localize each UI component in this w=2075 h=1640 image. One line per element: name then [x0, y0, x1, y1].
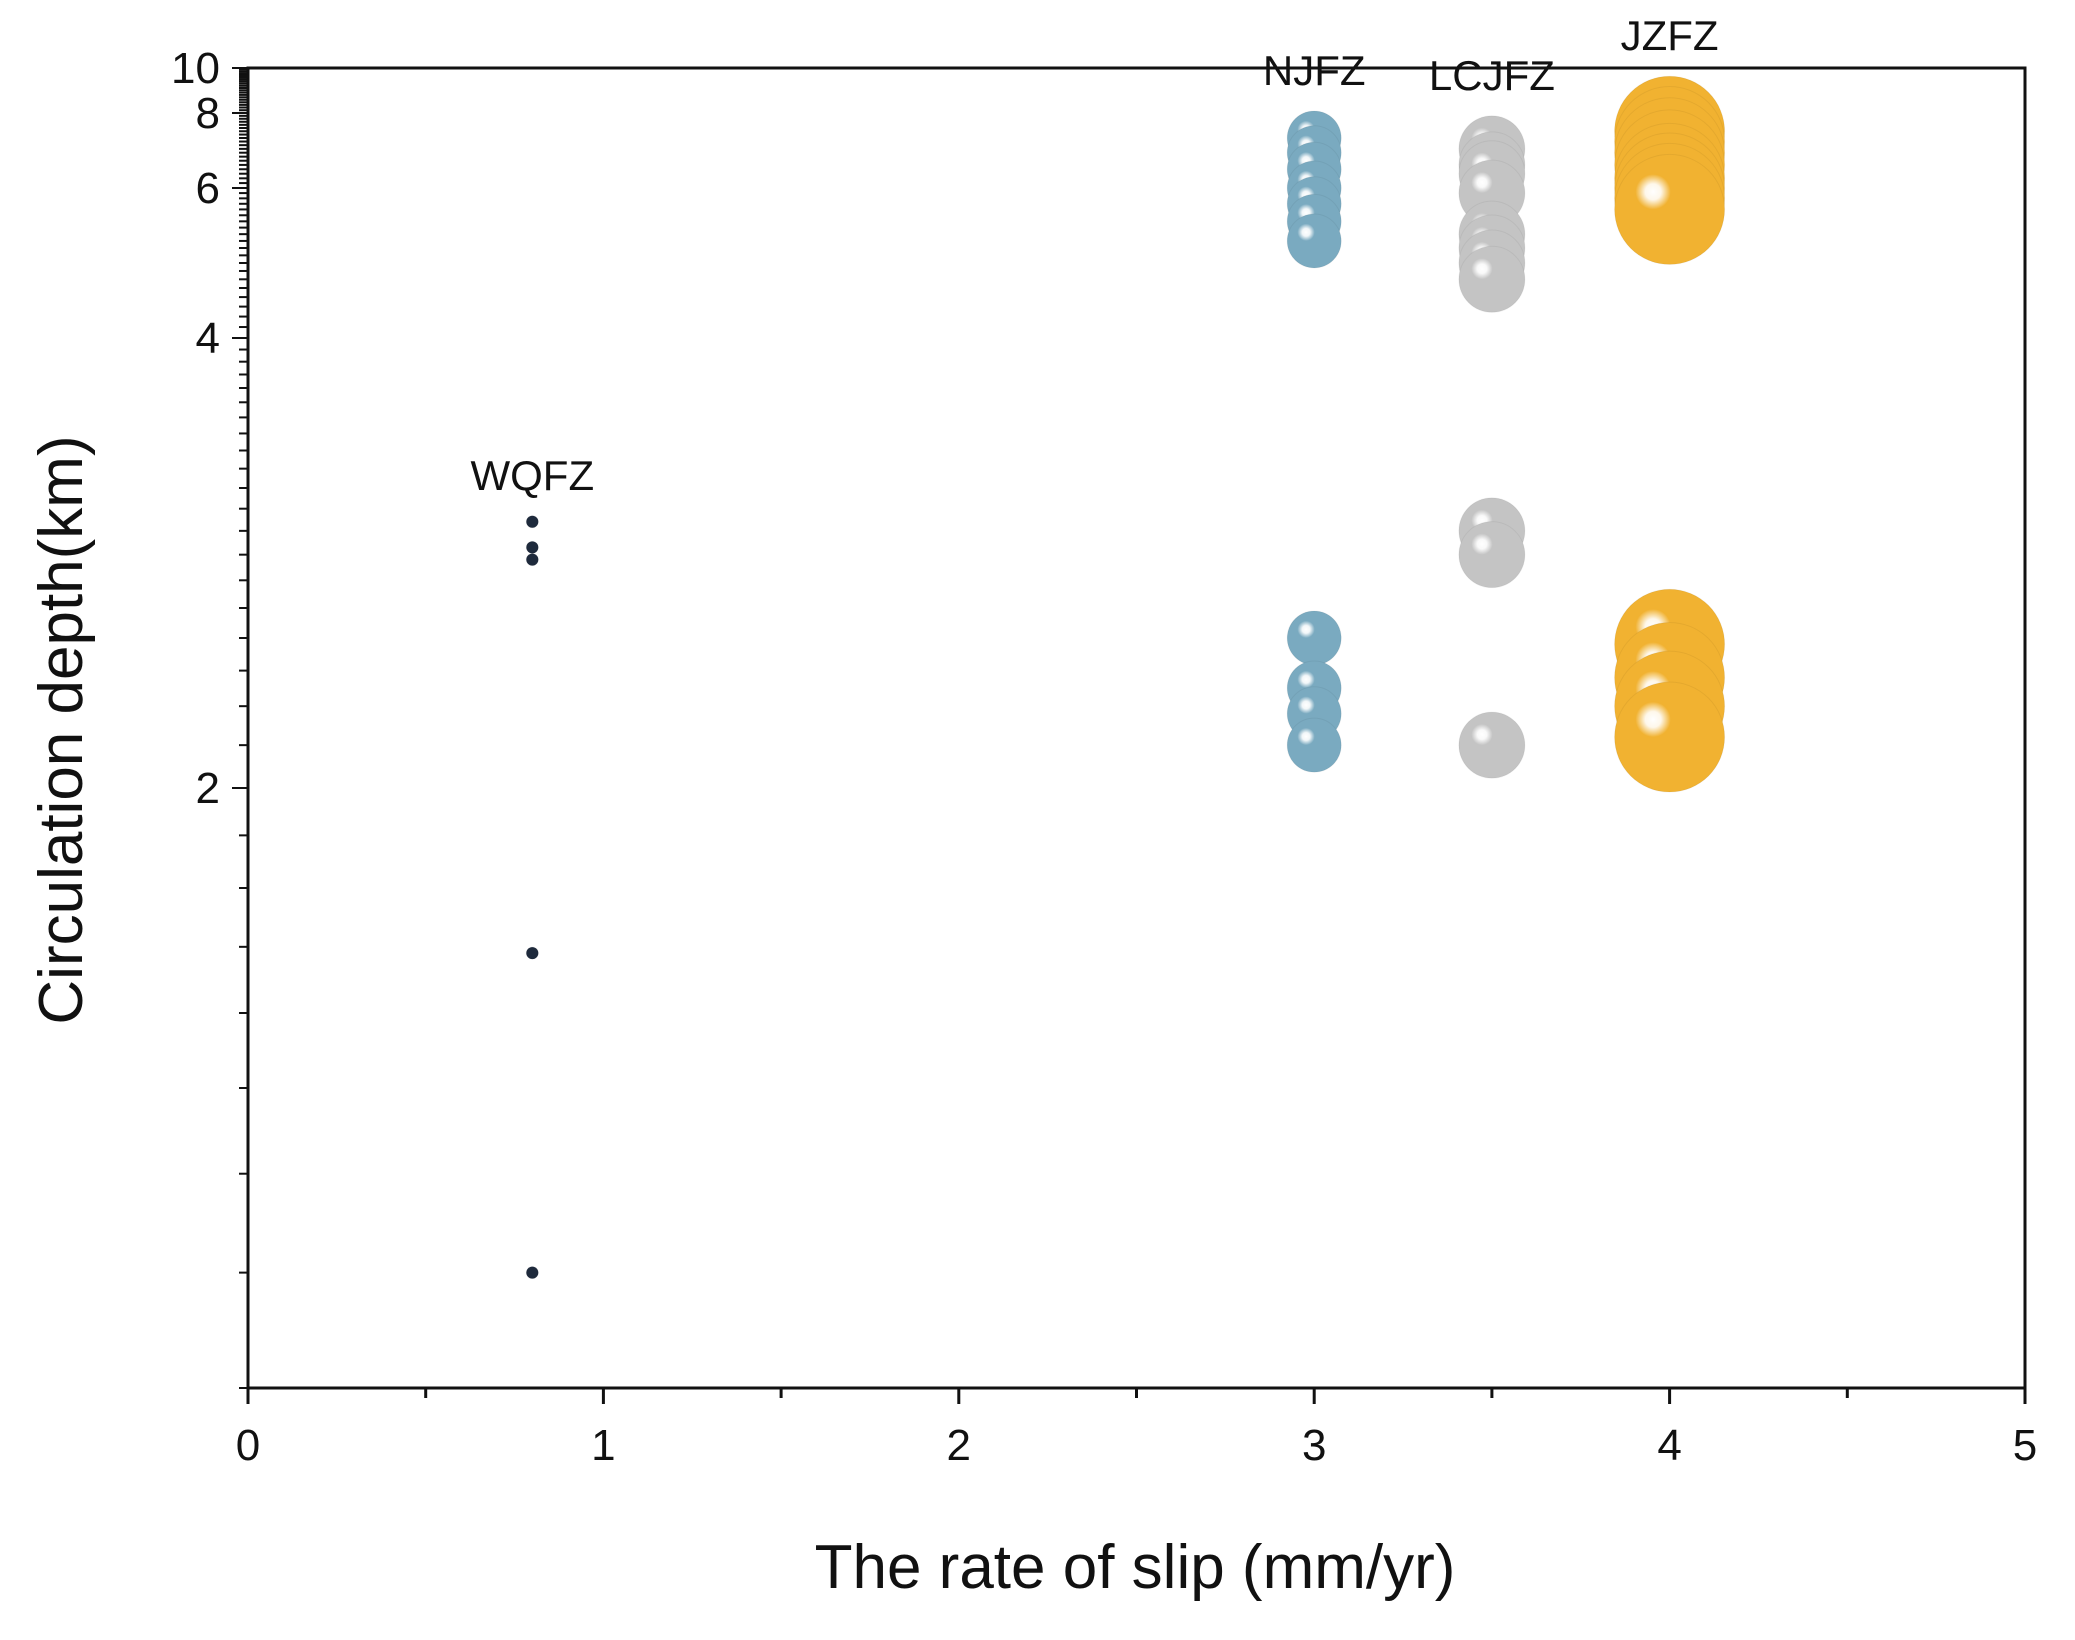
- data-point: [1286, 610, 1342, 666]
- data-point: [1458, 245, 1526, 313]
- series-labels: WQFZ NJFZ LCJFZ JZFZ: [471, 12, 1719, 499]
- x-tick-label: 3: [1302, 1421, 1326, 1470]
- data-point: [1614, 681, 1726, 793]
- series-jzfz: [1614, 75, 1726, 793]
- series-label-jzfz: JZFZ: [1621, 12, 1719, 59]
- data-point-highlight: [1471, 724, 1493, 746]
- data-point: [1286, 213, 1342, 269]
- y-axis-title: Circulation depth(km): [27, 435, 96, 1024]
- x-tick-label: 2: [947, 1421, 971, 1470]
- y-tick-label: 2: [196, 764, 220, 813]
- series-label-njfz: NJFZ: [1263, 47, 1366, 94]
- data-point-highlight: [1635, 174, 1671, 210]
- data-point: [525, 540, 539, 554]
- data-point-highlight: [1297, 727, 1315, 746]
- x-axis-title: The rate of slip (mm/yr): [815, 1533, 1456, 1602]
- data-point: [1458, 711, 1526, 779]
- y-tick-label: 6: [196, 164, 220, 213]
- data-point: [525, 515, 539, 529]
- axes: 0 1 2 3 4 5 2 4 6 810: [171, 44, 2037, 1470]
- data-point: [525, 946, 539, 960]
- data-point-highlight: [1297, 223, 1315, 241]
- data-markers: [525, 75, 1726, 1280]
- data-point: [1286, 717, 1342, 773]
- y-tick-label: 4: [196, 314, 220, 363]
- data-point-highlight: [1471, 533, 1493, 555]
- series-njfz: [1286, 110, 1342, 773]
- y-tick-label: 8: [196, 89, 220, 138]
- data-point-highlight: [1635, 701, 1671, 738]
- x-tick-label: 1: [591, 1421, 615, 1470]
- data-point-highlight: [1297, 696, 1315, 714]
- x-tick-label: 5: [2013, 1421, 2037, 1470]
- data-point-highlight: [1471, 258, 1493, 280]
- data-point-highlight: [1297, 670, 1315, 688]
- x-tick-label: 4: [1657, 1421, 1681, 1470]
- series-label-lcjfz: LCJFZ: [1429, 52, 1555, 99]
- series-lcjfz: [1458, 115, 1526, 779]
- series-wqfz: [525, 515, 539, 1280]
- x-tick-label: 0: [236, 1421, 260, 1470]
- y-tick-label: 10: [171, 44, 220, 93]
- data-point: [1458, 521, 1526, 589]
- data-point: [1614, 153, 1726, 265]
- data-point: [525, 1266, 539, 1280]
- series-label-wqfz: WQFZ: [471, 452, 595, 499]
- data-point-highlight: [1297, 620, 1315, 638]
- data-point-highlight: [1471, 171, 1493, 194]
- data-point: [525, 553, 539, 567]
